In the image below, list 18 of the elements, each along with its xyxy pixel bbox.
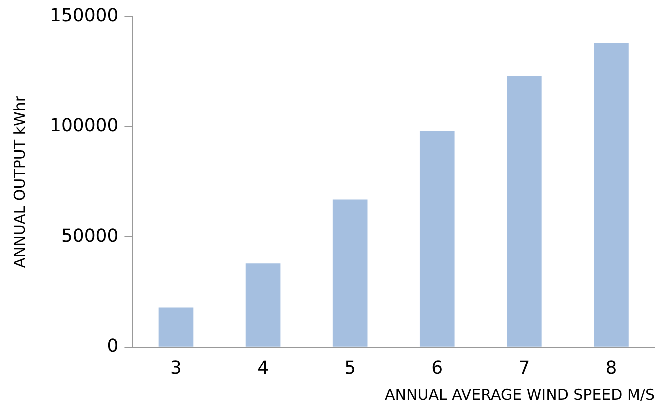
x-tick-label: 6 <box>432 358 444 379</box>
x-tick-label: 5 <box>344 358 356 379</box>
bar <box>158 308 194 347</box>
y-tick-label: 150000 <box>50 5 119 26</box>
y-axis-title: ANNUAL OUTPUT kWhr <box>10 95 29 268</box>
bar <box>507 76 542 347</box>
y-tick-label: 100000 <box>50 116 119 137</box>
bar <box>594 43 629 347</box>
x-axis-title: ANNUAL AVERAGE WIND SPEED M/S <box>385 386 655 404</box>
bar <box>420 131 455 347</box>
x-tick-label: 7 <box>518 358 530 379</box>
y-tick-label: 50000 <box>61 226 119 247</box>
bar <box>246 264 281 347</box>
x-tick-label: 4 <box>258 358 270 379</box>
y-tick-label: 0 <box>107 336 119 358</box>
x-tick-label: 8 <box>606 358 618 379</box>
bar <box>332 200 368 347</box>
x-tick-label: 3 <box>170 358 182 379</box>
